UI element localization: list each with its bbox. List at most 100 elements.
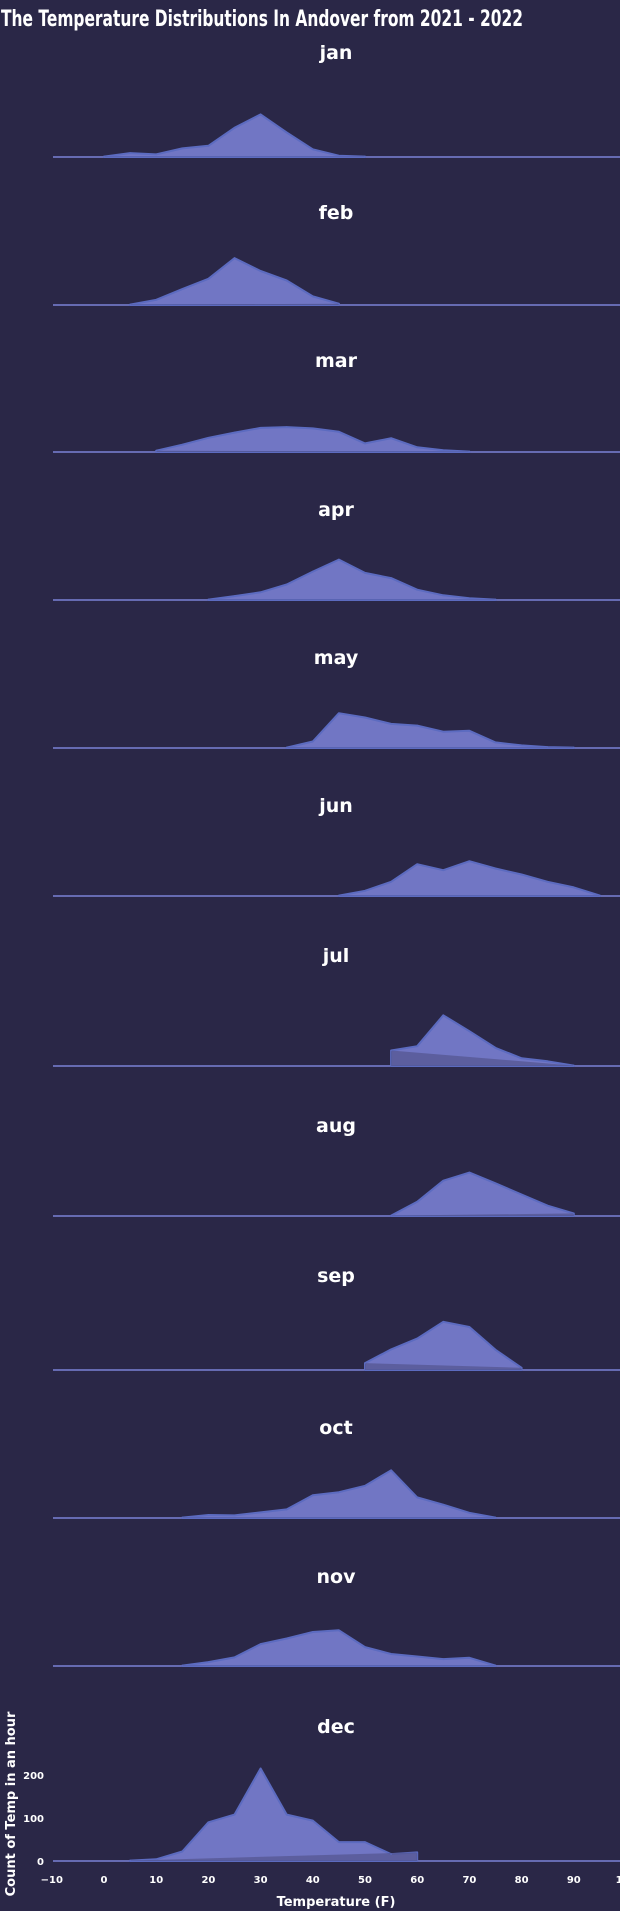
- x-tick-label: 90: [567, 1875, 581, 1886]
- area-shadow-mar: [156, 450, 470, 452]
- point-aug-75: [494, 1182, 497, 1185]
- point-oct-65: [442, 1503, 445, 1506]
- point-mar-55: [390, 437, 392, 440]
- point-mar-40: [312, 427, 314, 430]
- point-jun-60: [416, 863, 419, 865]
- point-apr-65: [442, 594, 445, 597]
- point-jul-70: [468, 1030, 471, 1032]
- point-feb-40: [312, 295, 314, 298]
- point-oct-20: [207, 1514, 210, 1516]
- point-may-80: [520, 744, 523, 747]
- area-shadow-jul: [391, 1050, 574, 1066]
- x-tick-label: 40: [306, 1875, 320, 1886]
- month-panel-nov: nov: [53, 1566, 620, 1667]
- y-tick-label: 200: [23, 1771, 44, 1782]
- x-tick-label: 0: [101, 1875, 108, 1886]
- x-tick-label: 30: [254, 1875, 268, 1886]
- point-oct-25: [233, 1514, 236, 1517]
- point-nov-40: [312, 1631, 314, 1633]
- point-jan-5: [129, 152, 131, 154]
- point-apr-35: [285, 583, 288, 586]
- month-panel-jun: jun: [53, 795, 620, 897]
- point-mar-30: [259, 427, 262, 429]
- point-oct-70: [468, 1512, 471, 1514]
- point-aug-65: [442, 1179, 445, 1182]
- y-tick-label: 0: [37, 1857, 44, 1868]
- area-oct: [181, 1469, 497, 1519]
- point-apr-25: [233, 595, 236, 597]
- point-sep-60: [416, 1337, 419, 1340]
- month-panel-mar: mar: [53, 350, 620, 453]
- point-may-45: [338, 712, 340, 714]
- point-aug-55: [390, 1214, 392, 1217]
- point-oct-15: [181, 1516, 184, 1519]
- month-panel-feb: feb: [53, 202, 620, 306]
- point-nov-60: [416, 1655, 419, 1658]
- point-jan-20: [207, 145, 210, 147]
- point-oct-30: [259, 1511, 262, 1514]
- area-shadow-dec: [130, 1852, 418, 1861]
- point-may-85: [546, 746, 549, 748]
- point-dec-15: [181, 1850, 184, 1853]
- point-apr-60: [416, 588, 419, 591]
- point-may-35: [285, 746, 288, 749]
- point-jul-75: [494, 1047, 497, 1049]
- x-tick-label: −10: [41, 1875, 63, 1886]
- point-aug-85: [546, 1204, 549, 1207]
- month-panel-jan: jan: [53, 42, 620, 158]
- point-may-60: [416, 724, 419, 727]
- point-nov-15: [181, 1664, 184, 1667]
- x-tick-label: 20: [201, 1875, 215, 1886]
- month-panel-dec: dec: [53, 1716, 620, 1862]
- point-apr-75: [494, 598, 497, 601]
- x-tick-label: 80: [515, 1875, 529, 1886]
- point-dec-20: [207, 1821, 210, 1824]
- month-label-jun: jun: [318, 795, 353, 817]
- month-label-feb: feb: [319, 202, 354, 224]
- month-label-sep: sep: [317, 1265, 355, 1287]
- month-panel-apr: apr: [53, 499, 620, 601]
- point-aug-70: [468, 1171, 471, 1174]
- month-label-oct: oct: [319, 1417, 352, 1439]
- area-jun: [337, 860, 601, 897]
- point-nov-55: [390, 1653, 392, 1655]
- month-label-may: may: [314, 647, 359, 669]
- area-jan: [103, 113, 366, 158]
- point-jun-70: [468, 860, 471, 862]
- point-feb-25: [233, 257, 236, 259]
- x-tick-label: 100: [616, 1875, 620, 1886]
- point-apr-40: [312, 570, 314, 573]
- point-nov-20: [207, 1661, 210, 1663]
- point-jun-80: [520, 873, 523, 876]
- point-mar-25: [233, 431, 236, 434]
- point-jan-50: [364, 155, 366, 158]
- point-jun-50: [364, 890, 366, 892]
- month-panel-sep: sep: [53, 1265, 620, 1371]
- point-may-70: [468, 730, 471, 732]
- point-mar-50: [364, 442, 366, 445]
- point-feb-20: [207, 278, 210, 280]
- month-label-dec: dec: [317, 1716, 355, 1738]
- point-jun-90: [573, 886, 575, 889]
- point-jan-35: [285, 131, 288, 134]
- y-axis-title: Count of Temp in an hour: [4, 1711, 19, 1896]
- point-dec-50: [364, 1841, 366, 1843]
- point-nov-75: [494, 1664, 497, 1667]
- point-mar-65: [442, 449, 445, 452]
- point-may-55: [390, 723, 392, 725]
- point-apr-55: [390, 577, 392, 579]
- point-jul-65: [442, 1014, 445, 1017]
- point-jun-45: [338, 894, 340, 897]
- point-jul-60: [416, 1045, 419, 1047]
- month-panel-aug: aug: [53, 1115, 620, 1217]
- x-axis-title: Temperature (F): [277, 1895, 396, 1910]
- point-mar-15: [181, 443, 184, 446]
- point-sep-65: [442, 1321, 445, 1323]
- point-nov-70: [468, 1657, 471, 1659]
- point-jan-30: [259, 113, 262, 116]
- point-feb-35: [285, 279, 288, 282]
- x-tick-label: 60: [410, 1875, 424, 1886]
- point-dec-10: [155, 1858, 157, 1861]
- point-may-75: [494, 741, 497, 744]
